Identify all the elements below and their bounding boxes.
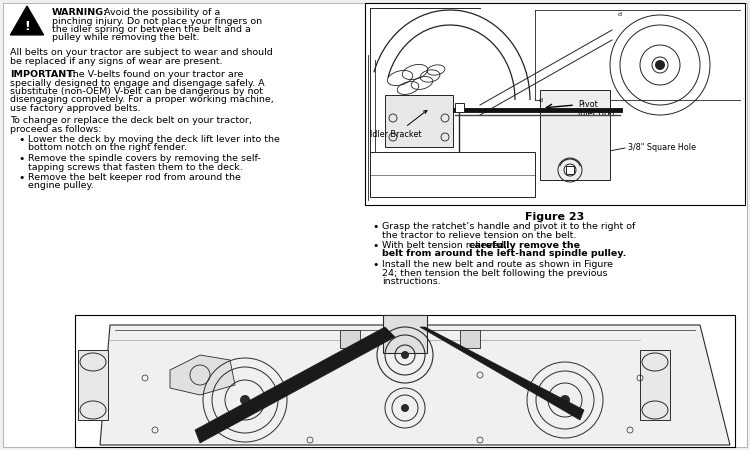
Circle shape [401,404,409,412]
Text: the tractor to relieve tension on the belt.: the tractor to relieve tension on the be… [382,230,576,239]
Text: d: d [618,12,622,17]
Bar [455,103,464,112]
Ellipse shape [80,353,106,371]
Text: carefully remove the: carefully remove the [469,241,580,250]
Text: •: • [18,173,24,183]
Ellipse shape [642,401,668,419]
Bar [640,350,670,420]
Text: Pivot: Pivot [578,100,598,109]
Text: the idler spring or between the belt and a: the idler spring or between the belt and… [52,25,250,34]
Circle shape [655,60,665,70]
Text: d: d [539,98,543,103]
Text: Install the new belt and route as shown in Figure: Install the new belt and route as shown … [382,260,613,269]
Text: use factory approved belts.: use factory approved belts. [10,104,141,113]
Text: !: ! [24,21,30,33]
Text: •: • [18,154,24,164]
Text: substitute (non-OEM) V-belt can be dangerous by not: substitute (non-OEM) V-belt can be dange… [10,87,263,96]
Text: With belt tension relieved,: With belt tension relieved, [382,241,510,250]
Bar [460,330,480,348]
Ellipse shape [80,401,106,419]
Bar [540,90,610,180]
Polygon shape [195,327,395,443]
Polygon shape [10,6,44,35]
Circle shape [401,351,409,359]
Bar [78,350,108,420]
Text: Idler Brkt.: Idler Brkt. [578,109,618,118]
Text: belt from around the left-hand spindle pulley.: belt from around the left-hand spindle p… [382,249,626,258]
Text: Lower the deck by moving the deck lift lever into the: Lower the deck by moving the deck lift l… [28,135,280,144]
Text: Idler Bracket: Idler Bracket [370,110,427,139]
Text: specially designed to engage and disengage safely. A: specially designed to engage and disenga… [10,78,265,87]
Polygon shape [170,355,235,395]
Text: 24; then tension the belt following the previous: 24; then tension the belt following the … [382,269,608,278]
Text: tapping screws that fasten them to the deck.: tapping screws that fasten them to the d… [28,162,243,171]
Text: Avoid the possibility of a: Avoid the possibility of a [101,8,220,17]
Text: Grasp the ratchet’s handle and pivot it to the right of: Grasp the ratchet’s handle and pivot it … [382,222,635,231]
Text: Remove the spindle covers by removing the self-: Remove the spindle covers by removing th… [28,154,261,163]
Text: pinching injury. Do not place your fingers on: pinching injury. Do not place your finge… [52,17,262,26]
Text: •: • [18,135,24,145]
Text: •: • [372,241,378,251]
Bar [75,315,735,447]
Text: Remove the belt keeper rod from around the: Remove the belt keeper rod from around t… [28,173,241,182]
Text: To change or replace the deck belt on your tractor,: To change or replace the deck belt on yo… [10,116,252,125]
Bar [385,95,453,147]
Text: 3/8" Square Hole: 3/8" Square Hole [628,143,696,152]
Bar [340,330,360,348]
Text: The V-belts found on your tractor are: The V-belts found on your tractor are [67,70,243,79]
Text: Figure 23: Figure 23 [525,212,585,222]
Polygon shape [420,327,584,420]
Text: engine pulley.: engine pulley. [28,181,94,190]
Bar [383,315,427,353]
Text: proceed as follows:: proceed as follows: [10,125,101,134]
Bar [365,3,745,205]
Text: •: • [372,222,378,232]
Polygon shape [100,325,730,445]
Text: All belts on your tractor are subject to wear and should: All belts on your tractor are subject to… [10,48,273,57]
Text: disengaging completely. For a proper working machine,: disengaging completely. For a proper wor… [10,95,274,104]
Circle shape [560,395,570,405]
Bar [370,152,535,197]
Text: •: • [372,260,378,270]
Text: IMPORTANT:: IMPORTANT: [10,70,76,79]
Text: bottom notch on the right fender.: bottom notch on the right fender. [28,144,187,153]
Text: instructions.: instructions. [382,277,441,286]
Text: pulley while removing the belt.: pulley while removing the belt. [52,33,200,42]
Text: WARNING:: WARNING: [52,8,108,17]
Circle shape [240,395,250,405]
Text: be replaced if any signs of wear are present.: be replaced if any signs of wear are pre… [10,57,223,66]
Bar [566,166,574,174]
Ellipse shape [642,353,668,371]
